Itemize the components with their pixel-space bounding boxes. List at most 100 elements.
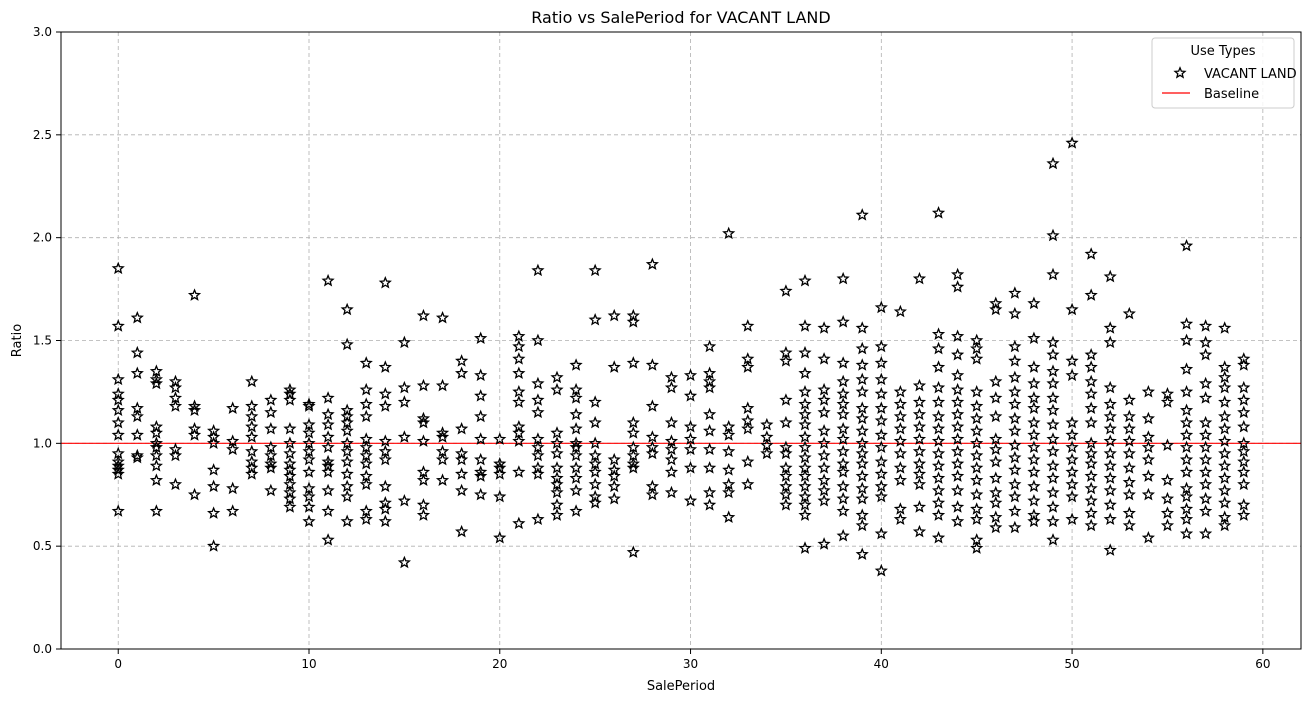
data-point-star [1065,489,1079,503]
data-point-star [970,448,984,462]
data-point-star [1008,424,1022,437]
data-point-star [187,288,202,301]
data-point-star [512,395,526,408]
data-point-star [836,479,850,493]
data-point-star [931,446,946,460]
data-point-star [1084,360,1098,373]
data-point-star [817,382,831,396]
data-point-star [798,384,812,398]
data-point-star [531,467,545,480]
data-point-star [1008,397,1022,410]
data-point-star [1103,498,1117,511]
legend-label-vacant-land: VACANT LAND [1204,67,1297,82]
data-point-star [951,483,965,497]
data-point-star [1199,491,1213,505]
data-point-star [302,426,316,439]
data-point-star [817,493,831,507]
data-point-star [340,337,354,351]
data-point-star [664,370,679,384]
data-point-star [1084,481,1098,495]
data-point-star [340,444,354,458]
data-point-star [1218,370,1232,384]
data-point-star [207,479,221,493]
data-point-star [168,477,183,491]
data-point-star [607,360,621,373]
data-point-star [1122,434,1136,447]
data-point-star [149,504,163,517]
data-point-star [645,430,659,443]
data-point-star [1084,288,1098,301]
data-point-star [874,300,888,314]
data-point-star [798,440,812,454]
data-point-star [264,393,278,406]
data-point-star [207,463,221,476]
data-point-star [970,502,984,515]
data-point-star [798,345,812,359]
data-point-star [817,424,831,437]
data-point-star [588,477,602,491]
data-point-star [1237,498,1251,511]
data-point-star [1218,380,1232,394]
data-point-star [245,444,259,458]
data-point-star [1008,306,1022,320]
data-point-star [951,395,965,408]
data-point-star [416,378,431,392]
data-point-star [855,436,869,449]
data-point-star [874,563,888,577]
y-tick-label: 0.5 [33,539,52,553]
data-point-star [1237,444,1251,458]
data-point-star [569,391,583,404]
data-point-star [245,374,259,388]
data-point-star [817,436,831,449]
data-point-star [703,442,717,456]
data-point-star [798,273,812,287]
data-point-star [1237,454,1251,468]
data-point-star [264,461,278,474]
data-point-star [283,422,297,435]
data-point-star [951,456,965,470]
data-point-star [550,461,564,474]
data-point-star [855,456,869,470]
data-point-star [1103,380,1117,394]
data-point-star [1046,533,1060,546]
data-point-star [1218,518,1232,532]
data-point-star [531,263,545,277]
data-point-star [874,467,888,480]
data-point-star [111,428,125,441]
data-point-star [970,352,984,365]
data-point-star [1065,368,1079,382]
data-point-star [722,444,736,458]
data-point-star [1046,364,1060,377]
data-point-star [283,393,297,406]
data-point-star [931,395,946,408]
data-point-star [1160,395,1175,408]
data-point-star [1179,440,1194,454]
data-point-star [1065,136,1079,149]
data-point-star [1237,419,1251,433]
data-point-star [1008,520,1022,534]
data-point-star [970,512,984,526]
data-point-star [1141,452,1155,466]
data-point-star [435,426,450,439]
data-point-star [951,500,965,513]
data-point-star [340,302,354,316]
data-point-star [1046,403,1060,417]
data-point-star [893,304,907,318]
data-point-star [588,465,602,478]
data-point-star [474,368,488,382]
legend-star-icon [1173,66,1187,79]
data-point-star [722,463,736,476]
data-point-star [1008,286,1022,299]
data-point-star [893,512,907,526]
data-point-star [1179,452,1194,466]
data-point-star [626,356,640,369]
data-point-star [1008,450,1022,464]
data-point-star [951,469,965,482]
data-point-star [1084,374,1098,388]
data-point-star [550,446,564,460]
data-point-star [1218,422,1232,435]
data-point-star [645,358,659,371]
data-point-star [912,524,927,538]
data-point-star [912,419,927,433]
data-point-star [340,467,354,480]
